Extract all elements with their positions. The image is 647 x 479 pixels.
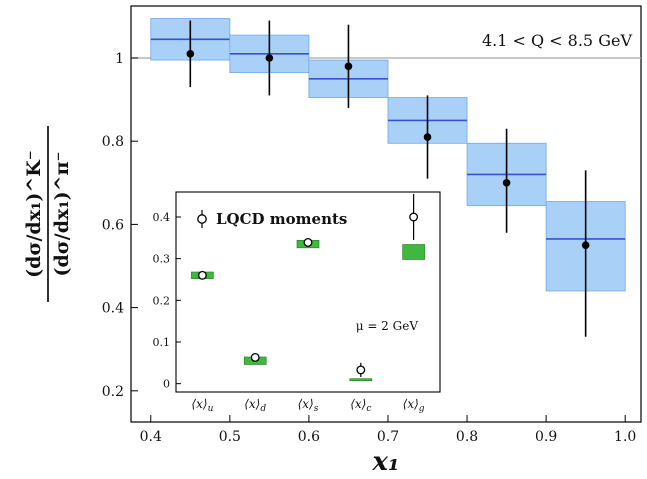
inset-y-tick-label: 0.3 bbox=[153, 253, 171, 266]
data-point-1 bbox=[186, 50, 195, 58]
inset-background bbox=[176, 192, 440, 392]
inset-lqcd-point-5 bbox=[409, 212, 419, 222]
x-tick-label: 0.9 bbox=[535, 429, 557, 445]
inset-y-tick-label: 0.1 bbox=[153, 336, 171, 349]
inset-category-label: ⟨x⟩g bbox=[403, 397, 425, 414]
inset-plot-frame bbox=[175, 191, 441, 393]
inset-legend: LQCD moments bbox=[197, 210, 347, 228]
x-tick-label: 0.7 bbox=[377, 429, 399, 445]
main-annotation: 4.1 < Q < 8.5 GeV bbox=[482, 31, 633, 50]
inset-y-tick-label: 0.4 bbox=[153, 211, 171, 224]
data-point-2 bbox=[265, 54, 274, 62]
data-point-3 bbox=[344, 62, 353, 71]
inset-lqcd-point-2 bbox=[250, 352, 260, 362]
y-axis-title: (dσ/dx₁)^K⁻ (dσ/dx₁)^π⁻ bbox=[23, 126, 73, 302]
main-plot-frame bbox=[130, 5, 642, 423]
inset-lqcd-point-1 bbox=[197, 270, 207, 280]
inset-category-label: ⟨x⟩c bbox=[350, 397, 371, 414]
x-tick-label: 0.4 bbox=[140, 429, 162, 445]
inset-category-label: ⟨x⟩s bbox=[298, 397, 319, 414]
x-tick-label: 0.8 bbox=[456, 429, 478, 445]
x-tick-label: 1.0 bbox=[614, 429, 636, 445]
data-point-5 bbox=[502, 179, 511, 187]
y-tick-label: 0.2 bbox=[102, 384, 124, 400]
inset-category-label: ⟨x⟩d bbox=[244, 397, 266, 414]
inset-y-tick-label: 0 bbox=[163, 378, 170, 391]
inset-lqcd-point-4 bbox=[356, 365, 366, 375]
y-tick-label: 0.8 bbox=[102, 134, 124, 150]
inset-lqcd-point-3 bbox=[303, 237, 313, 247]
inset-y-tick-label: 0.2 bbox=[153, 294, 171, 307]
x-axis-title: x₁ bbox=[372, 447, 400, 477]
inset-model-band-5 bbox=[402, 244, 425, 260]
y-axis-title-denominator: (dσ/dx₁)^π⁻ bbox=[51, 151, 73, 276]
y-tick-label: 0.6 bbox=[102, 217, 124, 233]
y-tick-label: 1 bbox=[115, 51, 124, 67]
y-tick-label: 0.4 bbox=[102, 301, 124, 317]
data-point-6 bbox=[581, 241, 590, 249]
x-tick-label: 0.5 bbox=[219, 429, 241, 445]
x-tick-label: 0.6 bbox=[298, 429, 320, 445]
legend-label: LQCD moments bbox=[216, 210, 347, 228]
inset-annotation: μ = 2 GeV bbox=[356, 319, 419, 333]
legend-open-marker bbox=[197, 214, 207, 224]
y-axis-title-numerator: (dσ/dx₁)^K⁻ bbox=[23, 150, 45, 278]
inset-category-label: ⟨x⟩u bbox=[191, 397, 213, 414]
inset-model-band-4 bbox=[349, 378, 373, 382]
data-point-4 bbox=[423, 133, 432, 141]
